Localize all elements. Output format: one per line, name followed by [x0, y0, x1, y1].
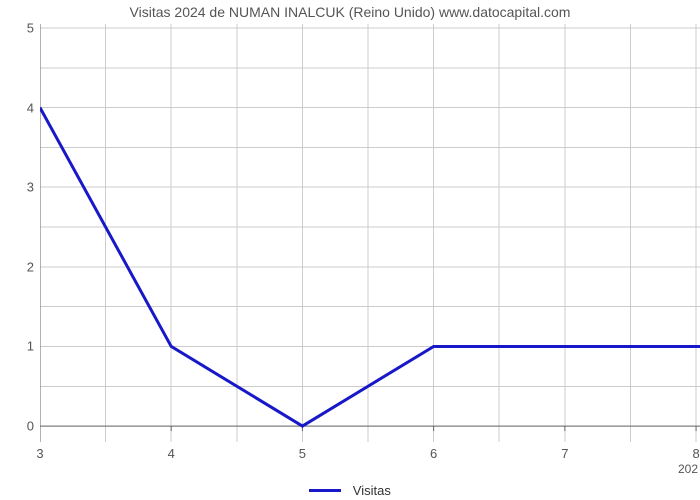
legend: Visitas — [0, 482, 700, 498]
legend-label: Visitas — [353, 483, 391, 498]
chart-container: Visitas 2024 de NUMAN INALCUK (Reino Uni… — [0, 0, 700, 500]
axes — [40, 24, 700, 442]
y-tick-label: 1 — [0, 339, 34, 354]
x-tick-label: 5 — [299, 446, 306, 461]
y-tick-label: 4 — [0, 100, 34, 115]
x-axis-far-right-label: 202 — [678, 462, 698, 476]
legend-swatch — [309, 489, 341, 492]
y-tick-label: 5 — [0, 20, 34, 35]
x-tick-label: 4 — [168, 446, 175, 461]
y-tick-label: 3 — [0, 180, 34, 195]
y-tick-label: 2 — [0, 259, 34, 274]
x-tick-label: 6 — [430, 446, 437, 461]
chart-svg — [40, 24, 700, 442]
grid — [40, 24, 700, 442]
plot-area — [40, 24, 700, 442]
x-tick-label: 7 — [561, 446, 568, 461]
chart-title: Visitas 2024 de NUMAN INALCUK (Reino Uni… — [0, 4, 700, 20]
y-tick-label: 0 — [0, 419, 34, 434]
x-tick-label: 8 — [692, 446, 699, 461]
x-tick-label: 3 — [36, 446, 43, 461]
